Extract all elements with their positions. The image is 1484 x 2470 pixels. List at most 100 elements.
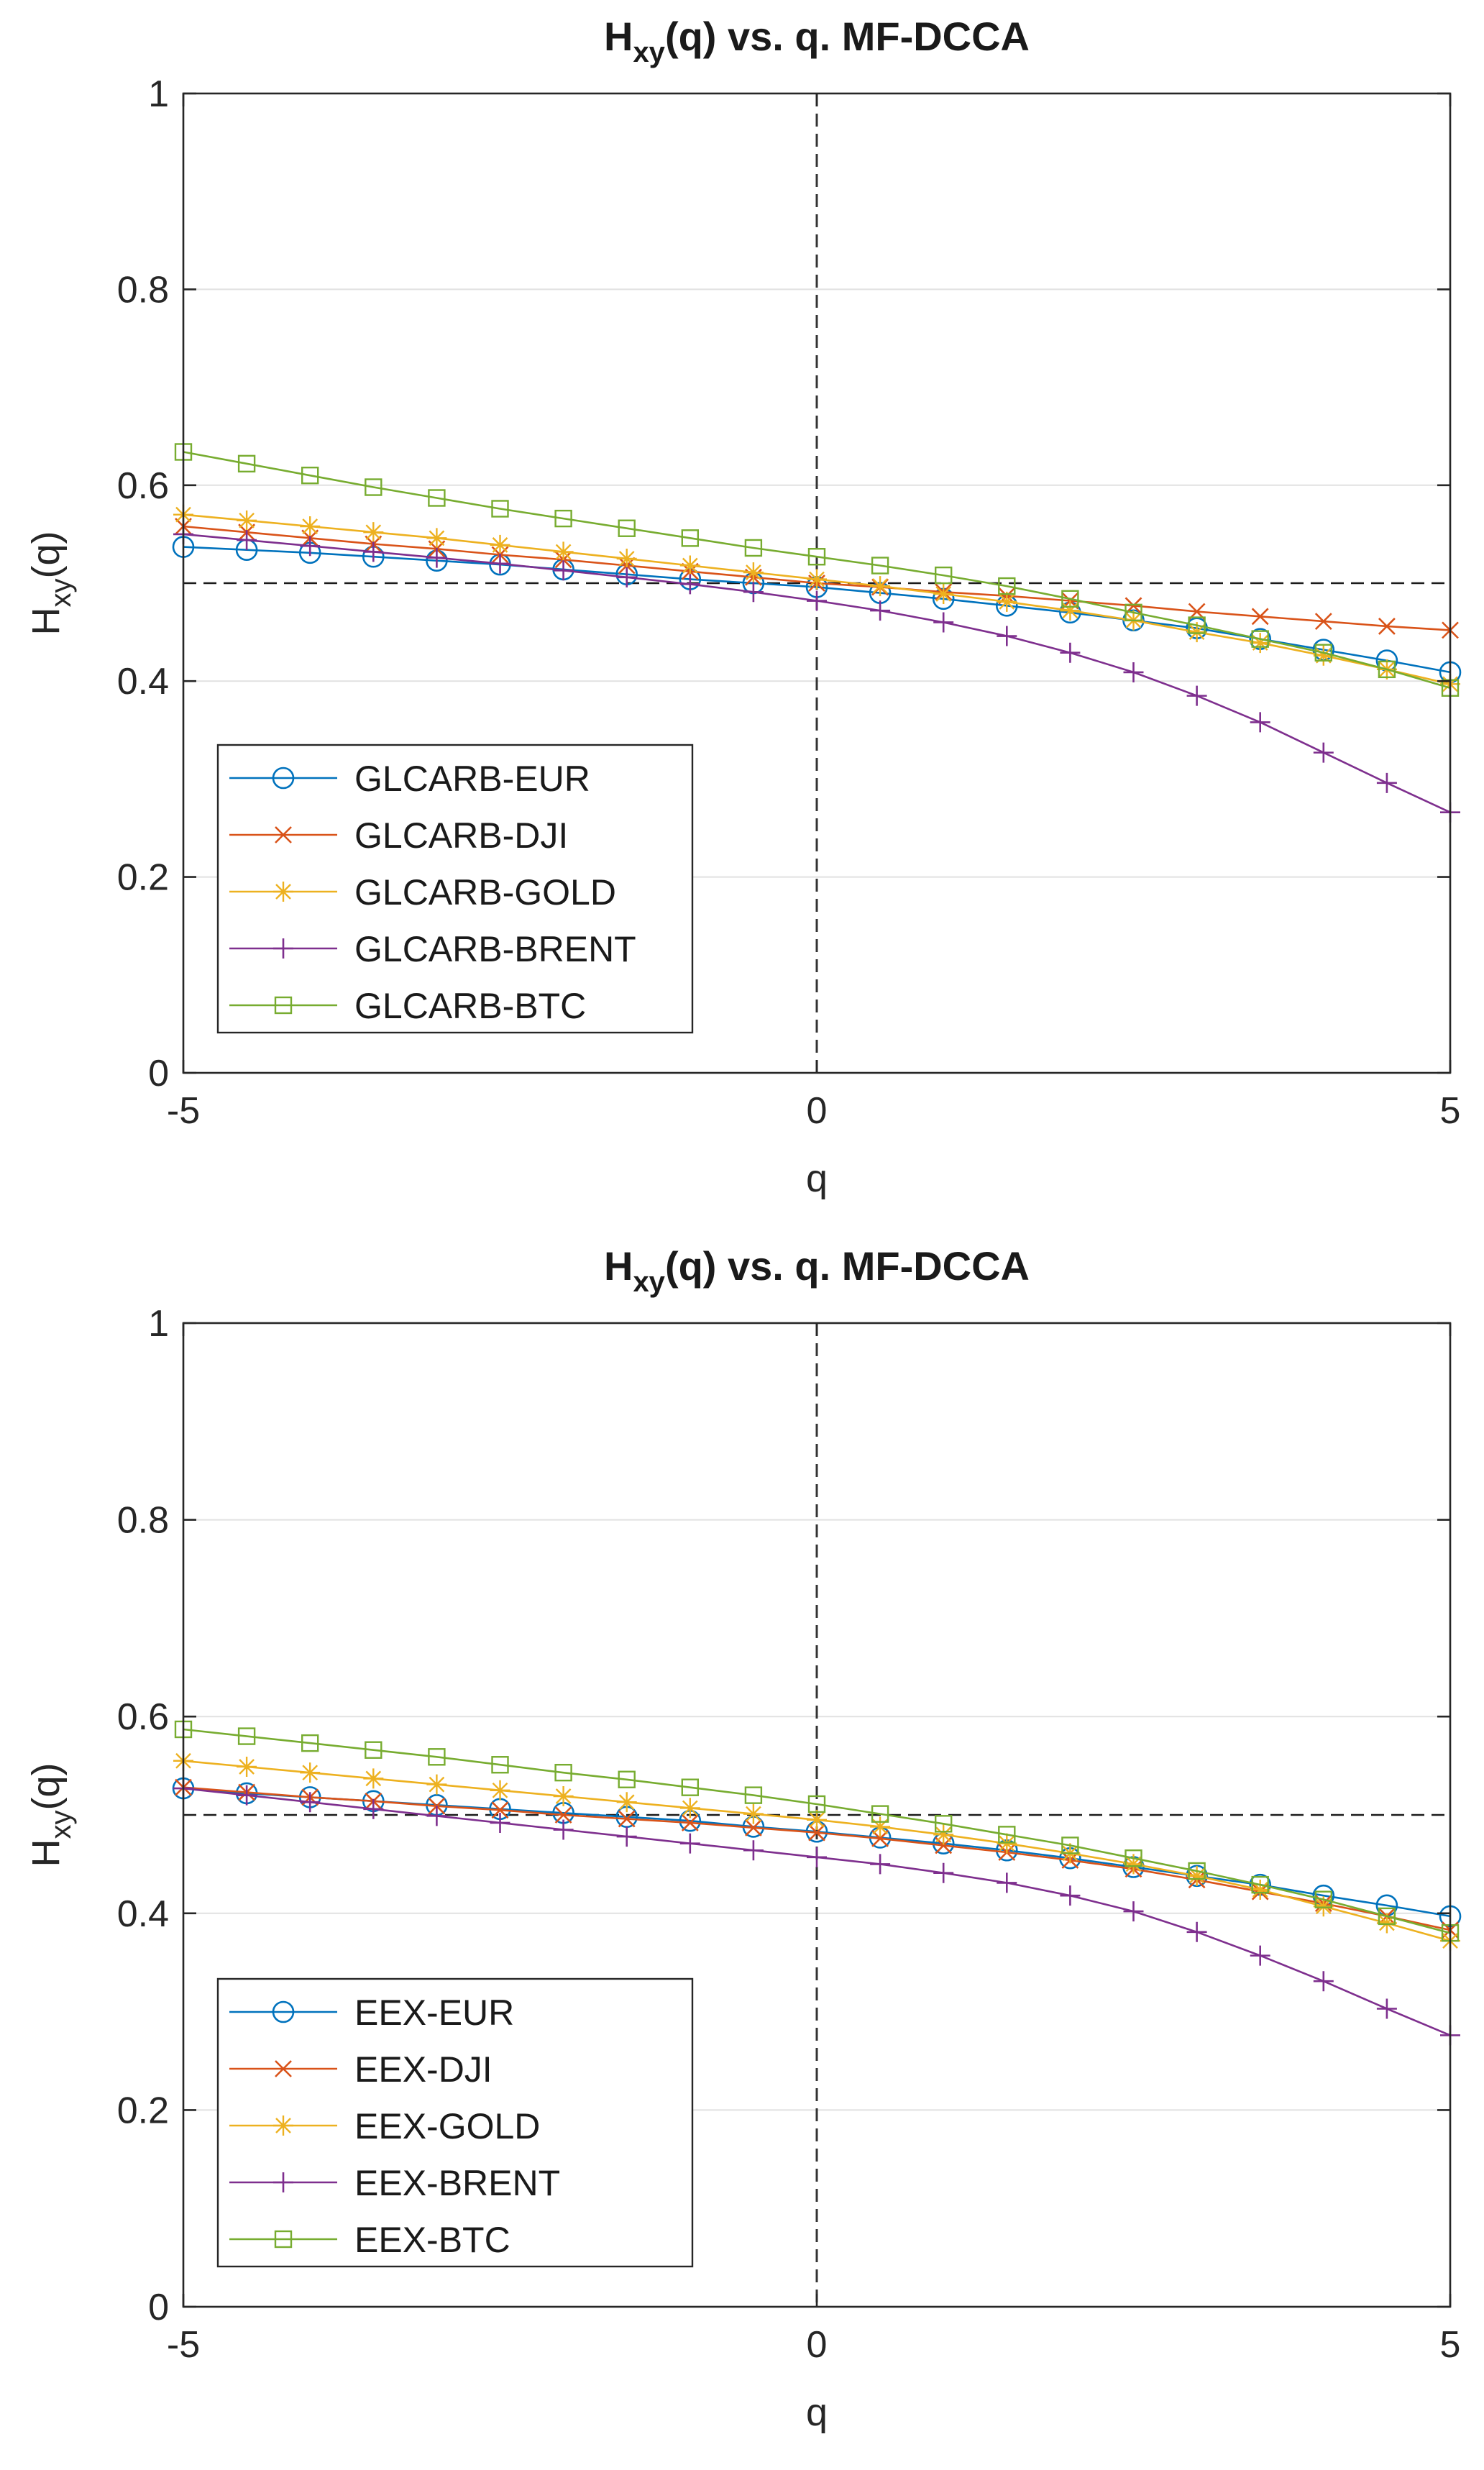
data-point xyxy=(1313,742,1334,763)
legend-label: GLCARB-EUR xyxy=(354,759,590,799)
data-point xyxy=(807,1795,826,1813)
y-tick-label: 0.4 xyxy=(117,661,169,703)
legend-label: EEX-EUR xyxy=(354,1993,514,2033)
data-point xyxy=(1188,616,1206,634)
data-point xyxy=(934,566,953,585)
data-point xyxy=(490,553,510,574)
data-point xyxy=(553,560,574,581)
data-point xyxy=(553,541,574,562)
data-point xyxy=(1060,1885,1081,1906)
data-point xyxy=(554,1763,572,1782)
data-point xyxy=(807,569,827,590)
data-point xyxy=(300,1792,321,1813)
data-point xyxy=(616,567,637,587)
y-tick-label: 0.2 xyxy=(117,857,169,899)
data-point xyxy=(870,600,891,621)
data-point xyxy=(1188,1862,1206,1880)
data-point xyxy=(934,1815,953,1833)
data-point xyxy=(365,478,383,496)
legend-marker xyxy=(275,2060,292,2077)
data-point xyxy=(1186,685,1207,706)
data-point xyxy=(1186,1921,1207,1942)
x-tick-label: -5 xyxy=(167,1090,200,1132)
data-point xyxy=(998,577,1016,595)
data-point xyxy=(490,1780,510,1801)
data-point xyxy=(933,1824,954,1845)
legend-item: EEX-GOLD xyxy=(229,2106,540,2146)
data-point xyxy=(490,534,510,555)
data-point xyxy=(237,510,257,531)
data-point xyxy=(1376,772,1397,793)
legend-label: GLCARB-BTC xyxy=(354,986,586,1026)
data-point xyxy=(616,1792,637,1813)
chart-title: Hxy(q) vs. q. MF-DCCA xyxy=(604,14,1030,68)
data-point xyxy=(743,562,764,583)
data-point xyxy=(491,1756,509,1774)
data-point xyxy=(237,454,256,473)
data-point xyxy=(743,1840,764,1861)
legend-label: EEX-BTC xyxy=(354,2220,510,2260)
legend-marker xyxy=(275,826,292,843)
legend-label: GLCARB-GOLD xyxy=(354,872,616,912)
data-point xyxy=(997,626,1017,646)
legend-item: EEX-EUR xyxy=(229,1993,514,2033)
data-point xyxy=(301,1734,319,1752)
series-eex-btc xyxy=(174,1720,1460,1942)
legend-label: EEX-BRENT xyxy=(354,2163,560,2203)
data-point xyxy=(363,522,384,543)
data-point xyxy=(618,1770,636,1788)
data-point xyxy=(744,539,763,557)
data-point xyxy=(426,528,447,549)
legend-item: EEX-DJI xyxy=(229,2049,493,2090)
data-point xyxy=(997,1872,1017,1893)
x-tick-label: 5 xyxy=(1440,1090,1461,1132)
data-point xyxy=(1250,1879,1270,1900)
data-point xyxy=(1123,662,1144,682)
data-point xyxy=(807,1809,827,1830)
x-axis-label: q xyxy=(806,2391,828,2434)
legend: GLCARB-EUR GLCARB-DJI GLCARB-GOLD GLCARB-BR… xyxy=(216,744,694,1034)
data-point xyxy=(554,1806,572,1824)
y-tick-label: 1 xyxy=(148,73,169,115)
y-tick-label: 0.2 xyxy=(117,2090,169,2131)
data-point xyxy=(679,1798,700,1819)
data-point xyxy=(1376,1998,1397,2019)
data-point xyxy=(1250,712,1270,733)
data-point xyxy=(933,583,954,604)
data-point xyxy=(1251,608,1269,626)
data-point xyxy=(679,1833,700,1854)
data-point xyxy=(1376,1913,1397,1934)
data-point xyxy=(428,489,446,507)
data-point xyxy=(1378,660,1396,679)
data-point xyxy=(237,1727,256,1745)
data-point xyxy=(1250,633,1270,654)
data-point xyxy=(300,536,321,557)
legend-marker xyxy=(274,2230,293,2249)
data-point xyxy=(363,1768,384,1789)
data-point xyxy=(744,1786,763,1804)
data-point xyxy=(363,1798,384,1819)
legend-item: EEX-BTC xyxy=(229,2220,510,2260)
y-tick-label: 1 xyxy=(148,1303,169,1345)
legend-item: GLCARB-BTC xyxy=(229,986,586,1026)
data-point xyxy=(365,1741,383,1759)
data-point xyxy=(1313,1971,1334,1992)
x-axis-label: q xyxy=(806,1157,828,1200)
data-point xyxy=(933,612,954,633)
data-point xyxy=(1314,1890,1333,1908)
data-point xyxy=(871,1829,889,1847)
data-point xyxy=(871,557,889,575)
data-point xyxy=(616,548,637,569)
data-point xyxy=(300,516,321,537)
data-point xyxy=(1186,1865,1207,1886)
x-tick-label: -5 xyxy=(167,2324,200,2366)
y-tick-label: 0.8 xyxy=(117,1500,169,1542)
legend-marker xyxy=(273,2115,293,2136)
legend-item: GLCARB-DJI xyxy=(229,815,568,856)
x-tick-label: 5 xyxy=(1440,2324,1461,2366)
data-point xyxy=(1314,613,1332,631)
data-point xyxy=(870,576,891,597)
data-point xyxy=(490,1812,510,1833)
x-tick-label: 0 xyxy=(807,1090,828,1132)
